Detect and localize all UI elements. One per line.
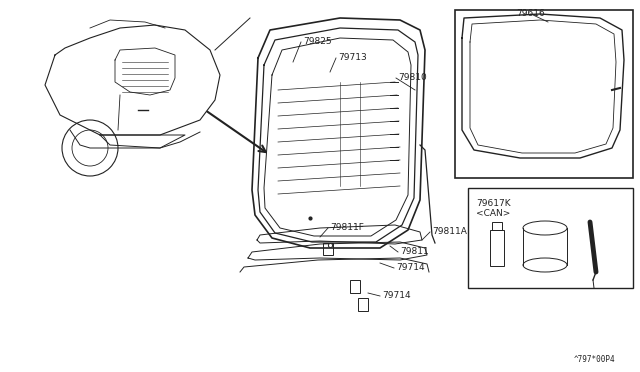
Bar (492, 222, 502, 230)
Text: 79811A: 79811A (432, 228, 467, 237)
Text: 79825: 79825 (303, 38, 332, 46)
Bar (358, 298, 368, 311)
Bar (468, 188, 633, 288)
Bar (323, 243, 333, 255)
Bar (455, 10, 633, 178)
Text: 79616: 79616 (516, 10, 545, 19)
Text: ^797*00P4: ^797*00P4 (573, 356, 615, 365)
Text: 79713: 79713 (338, 54, 367, 62)
Text: 79617K: 79617K (476, 199, 511, 208)
Text: 79810: 79810 (398, 74, 427, 83)
Text: 79714: 79714 (396, 263, 424, 273)
Bar (490, 230, 504, 266)
Text: <CAN>: <CAN> (476, 209, 510, 218)
Text: 79714: 79714 (382, 292, 411, 301)
Bar (350, 280, 360, 293)
Text: 79811F: 79811F (330, 224, 364, 232)
Text: 79811: 79811 (400, 247, 429, 257)
